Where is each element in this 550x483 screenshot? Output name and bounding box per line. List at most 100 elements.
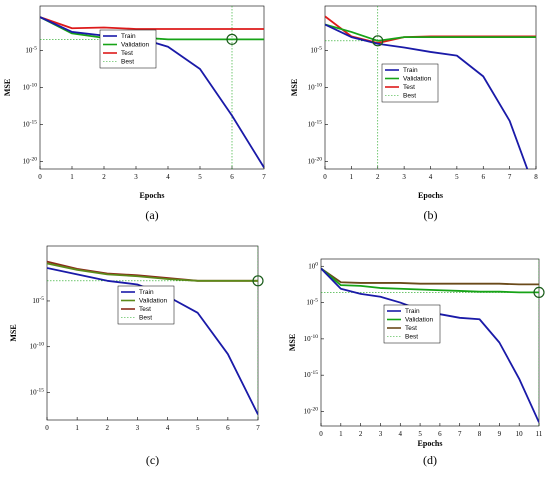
x-tick-label: 1 <box>339 430 343 438</box>
legend-label-test: Test <box>405 325 417 332</box>
x-tick-label: 3 <box>379 430 383 438</box>
x-tick-label: 7 <box>458 430 462 438</box>
subfigure-caption: (b) <box>424 208 438 222</box>
x-tick-label: 8 <box>534 173 538 181</box>
x-tick-label: 7 <box>508 173 512 181</box>
plot-area <box>320 258 540 427</box>
legend-label-train: Train <box>121 33 136 40</box>
x-tick-label: 6 <box>482 173 486 181</box>
subfigure-caption: (c) <box>146 453 159 467</box>
legend-label-test: Test <box>121 50 133 57</box>
legend-label-test: Test <box>139 306 151 313</box>
x-tick-label: 5 <box>198 173 202 181</box>
y-tick-label: 10-20 <box>308 157 323 166</box>
legend-label-validation: Validation <box>121 42 149 49</box>
y-tick-label: 10-15 <box>304 370 319 379</box>
x-tick-label: 1 <box>75 424 79 432</box>
x-tick-label: 8 <box>478 430 482 438</box>
x-axis-label: Epochs <box>418 439 443 448</box>
x-tick-label: 2 <box>102 173 106 181</box>
series-line-train <box>325 23 529 169</box>
x-tick-label: 7 <box>256 424 260 432</box>
x-tick-label: 2 <box>376 173 380 181</box>
y-tick-label: 10-15 <box>30 388 45 397</box>
x-tick-label: 6 <box>438 430 442 438</box>
x-axis-label: Epochs <box>140 191 165 200</box>
plot-area <box>46 245 259 421</box>
x-tick-label: 6 <box>226 424 230 432</box>
x-tick-label: 5 <box>418 430 422 438</box>
legend-label-best: Best <box>403 93 416 100</box>
series-line-test <box>40 16 264 30</box>
series-line-validation <box>321 267 539 294</box>
y-tick-label: 10-10 <box>304 334 319 343</box>
x-tick-label: 4 <box>166 424 170 432</box>
y-axis-label: MSE <box>9 324 18 341</box>
legend-label-best: Best <box>139 315 152 322</box>
y-tick-label: 10-10 <box>23 83 38 92</box>
y-tick-label: 10-15 <box>308 120 323 129</box>
x-tick-label: 0 <box>319 430 323 438</box>
best-marker <box>372 35 384 47</box>
subfigure-caption: (d) <box>423 453 437 467</box>
y-tick-label: 10-20 <box>304 406 319 415</box>
x-tick-label: 4 <box>166 173 170 181</box>
x-tick-label: 3 <box>402 173 406 181</box>
x-tick-label: 0 <box>45 424 49 432</box>
y-axis-label: MSE <box>288 334 297 351</box>
x-tick-label: 6 <box>230 173 234 181</box>
x-tick-label: 3 <box>134 173 138 181</box>
y-tick-label: 10-20 <box>23 157 38 166</box>
x-tick-label: 2 <box>106 424 110 432</box>
series-line-test <box>321 267 539 286</box>
best-marker <box>252 275 264 287</box>
x-tick-label: 0 <box>38 173 42 181</box>
x-tick-label: 1 <box>70 173 74 181</box>
x-axis-label: Epochs <box>418 191 443 200</box>
x-tick-label: 10 <box>516 430 524 438</box>
y-tick-label: 10-5 <box>25 45 37 54</box>
plot-lines <box>325 6 536 169</box>
chart-c: 0 1 2 3 4 5 6 7 10-5 10-10 10-15 MSE Train Validation… <box>9 245 264 467</box>
x-tick-label: 5 <box>455 173 459 181</box>
x-tick-label: 5 <box>196 424 200 432</box>
best-marker <box>533 286 545 298</box>
y-tick-label: 10-5 <box>306 298 318 307</box>
chart-a: 0 1 2 3 4 5 6 7 10-5 10-10 10-15 10-20 Epochs MSE Trai… <box>3 5 266 222</box>
legend-label-train: Train <box>139 289 154 296</box>
chart-b: 0 1 2 3 4 5 6 7 8 10-5 10-10 10-15 10-20 Epochs MSE Tra… <box>290 5 538 222</box>
series-line-validation <box>325 23 536 42</box>
x-tick-label: 3 <box>136 424 140 432</box>
series-line-validation <box>47 262 258 282</box>
legend-label-validation: Validation <box>403 76 431 83</box>
legend-label-validation: Validation <box>139 298 167 305</box>
y-tick-label: 10-10 <box>30 342 45 351</box>
subfigure-caption: (a) <box>145 208 158 222</box>
x-tick-label: 9 <box>498 430 502 438</box>
y-tick-label: 10-10 <box>308 83 323 92</box>
y-axis-label: MSE <box>3 79 12 96</box>
legend-label-train: Train <box>405 308 420 315</box>
best-marker <box>226 33 238 45</box>
y-tick-label: 10-5 <box>32 296 44 305</box>
plot-lines <box>47 246 258 420</box>
x-tick-label: 4 <box>429 173 433 181</box>
legend-label-best: Best <box>121 59 134 66</box>
legend-label-test: Test <box>403 84 415 91</box>
x-tick-label: 4 <box>399 430 403 438</box>
chart-d: 0 1 2 3 4 5 6 7 8 9 10 11 100 10-5 10-10 10-15 10-20 Epoc… <box>288 258 545 467</box>
x-tick-label: 11 <box>536 430 543 438</box>
legend-label-train: Train <box>403 67 418 74</box>
y-tick-label: 10-5 <box>310 45 322 54</box>
x-tick-label: 1 <box>350 173 354 181</box>
y-tick-label: 100 <box>308 261 318 270</box>
x-tick-label: 0 <box>323 173 327 181</box>
y-tick-label: 10-15 <box>23 120 38 129</box>
x-tick-label: 2 <box>359 430 363 438</box>
legend-label-best: Best <box>405 334 418 341</box>
